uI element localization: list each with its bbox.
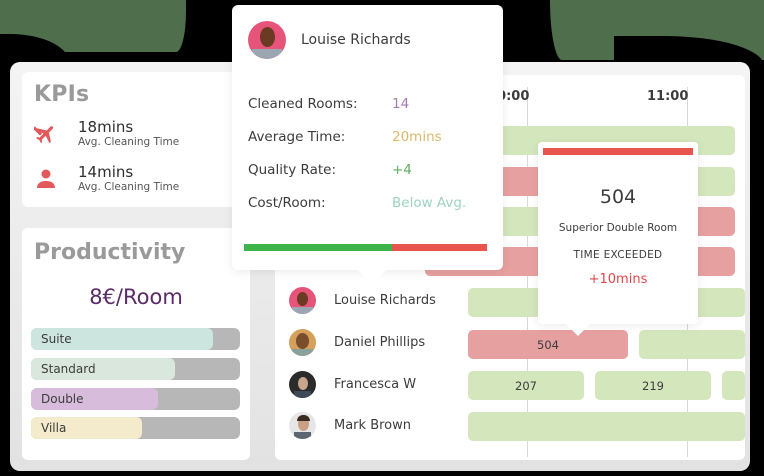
room-type-bar-double: Double: [31, 388, 240, 410]
kpi-card: KPIs 18mins Avg. Cleaning Time 14mins Av…: [22, 72, 262, 207]
stat-label: Cleaned Rooms:: [248, 96, 358, 112]
time-label: 11:00: [647, 89, 689, 104]
room-number: 504: [599, 186, 637, 208]
kpi-item: 18mins Avg. Cleaning Time: [34, 119, 179, 149]
kpi-title: KPIs: [34, 82, 90, 107]
background-blob-right: [550, 0, 764, 66]
stat-value: 20mins: [392, 129, 442, 145]
task-bar-room-504[interactable]: 504: [468, 330, 628, 359]
avatar: [289, 329, 316, 356]
stat-value: +4: [392, 162, 412, 178]
background-blob-left: [0, 0, 186, 64]
avatar: [289, 371, 316, 398]
room-type-bar-villa: Villa: [31, 417, 240, 439]
room-type-bar-suite: Suite: [31, 328, 240, 350]
room-number: 219: [642, 378, 664, 393]
staff-row-louise-richards[interactable]: Louise Richards: [289, 287, 436, 314]
room-type: Superior Double Room: [558, 222, 678, 234]
bar-label: Standard: [41, 362, 96, 376]
room-type-bar-standard: Standard: [31, 358, 240, 380]
kpi-value: 18mins: [78, 118, 134, 136]
staff-name: Louise Richards: [301, 32, 411, 48]
avatar: [289, 287, 316, 314]
staff-name: Daniel Phillips: [334, 335, 426, 350]
avatar: [248, 21, 286, 59]
stat-label: Cost/Room:: [248, 195, 326, 211]
time-overage: +10mins: [588, 272, 648, 287]
stat-label: Quality Rate:: [248, 162, 337, 178]
stat-value: Below Avg.: [392, 195, 467, 211]
stat-label: Average Time:: [248, 129, 346, 145]
staff-name: Louise Richards: [334, 293, 436, 308]
staff-row-daniel-phillips[interactable]: Daniel Phillips: [289, 329, 425, 356]
kpi-label: Avg. Cleaning Time: [78, 136, 180, 148]
staff-row-francesca-w[interactable]: Francesca W: [289, 371, 416, 398]
staff-name: Francesca W: [334, 377, 417, 392]
kpi-label: Avg. Cleaning Time: [78, 181, 180, 193]
room-details-tooltip: 504 Superior Double Room TIME EXCEEDED +…: [538, 142, 698, 336]
bar-label: Villa: [41, 421, 67, 435]
stat-value: 14: [392, 96, 410, 112]
productivity-value: 8€/Room: [89, 285, 183, 309]
person-icon: [34, 167, 58, 191]
task-bar[interactable]: [639, 330, 745, 359]
room-status: TIME EXCEEDED: [573, 249, 663, 261]
staff-details-tooltip: Louise Richards Cleaned Rooms: 14 Averag…: [232, 5, 503, 284]
task-bar[interactable]: [468, 412, 745, 441]
productivity-title: Productivity: [34, 240, 186, 265]
task-bar-room-219[interactable]: 219: [595, 371, 711, 400]
bar-label: Double: [41, 392, 84, 406]
airplane-off-icon: [34, 122, 58, 146]
kpi-item: 14mins Avg. Cleaning Time: [34, 164, 179, 194]
room-number: 207: [515, 378, 537, 393]
bar-label: Suite: [41, 332, 72, 346]
performance-split-bar: [244, 244, 487, 251]
alert-bar: [543, 148, 693, 155]
task-bar[interactable]: [722, 371, 745, 400]
productivity-card: Productivity 8€/Room Suite Standard Doub…: [22, 228, 250, 460]
staff-name: Mark Brown: [334, 418, 411, 433]
staff-row-mark-brown[interactable]: Mark Brown: [289, 412, 411, 439]
kpi-value: 14mins: [78, 163, 134, 181]
avatar: [289, 412, 316, 439]
room-number: 504: [537, 337, 559, 352]
task-bar-room-207[interactable]: 207: [468, 371, 584, 400]
